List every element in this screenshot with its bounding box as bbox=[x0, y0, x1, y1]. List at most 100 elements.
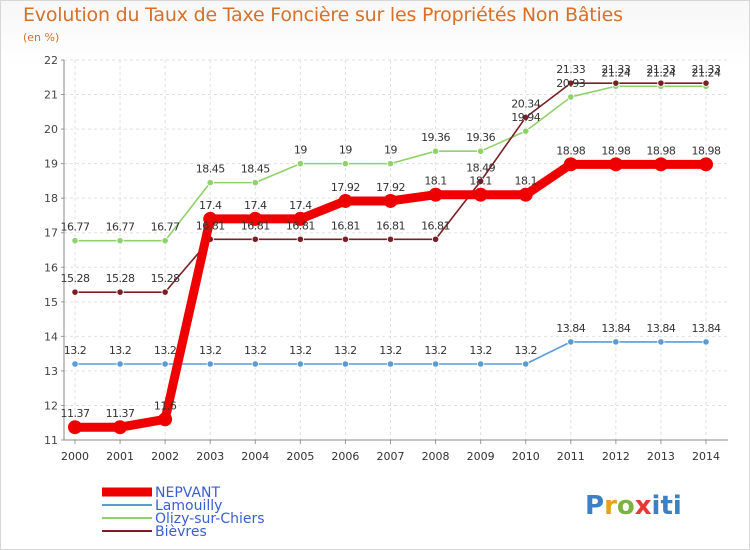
y-tick-label: 14 bbox=[44, 330, 58, 343]
data-point bbox=[612, 338, 620, 346]
data-point bbox=[608, 157, 623, 172]
data-label: 13.84 bbox=[601, 322, 630, 335]
data-point bbox=[203, 211, 218, 226]
data-point bbox=[158, 412, 173, 427]
data-label: 16.77 bbox=[106, 221, 135, 234]
data-point bbox=[386, 160, 395, 168]
data-label: 18.45 bbox=[196, 163, 225, 176]
data-label: 13.2 bbox=[64, 344, 87, 357]
data-label: 18.45 bbox=[241, 163, 270, 176]
data-label: 18.1 bbox=[469, 175, 492, 188]
data-point bbox=[116, 288, 124, 296]
data-label: 17.4 bbox=[244, 199, 267, 212]
x-tick-label: 2007 bbox=[377, 450, 405, 463]
data-point bbox=[251, 179, 259, 187]
data-point bbox=[431, 360, 440, 368]
data-label: 11.6 bbox=[154, 399, 177, 412]
chart-title: Evolution du Taux de Taxe Foncière sur l… bbox=[23, 4, 623, 26]
data-label: 19 bbox=[294, 144, 307, 157]
data-point bbox=[699, 157, 713, 172]
data-label: 21.24 bbox=[601, 66, 630, 79]
data-label: 20.93 bbox=[556, 77, 585, 90]
data-label: 15.28 bbox=[106, 272, 135, 285]
data-point bbox=[386, 235, 395, 243]
data-point bbox=[341, 160, 350, 168]
y-tick-label: 17 bbox=[44, 227, 58, 240]
data-point bbox=[522, 127, 530, 135]
data-label: 18.98 bbox=[556, 144, 585, 157]
y-tick-label: 19 bbox=[44, 158, 58, 171]
data-label: 21.33 bbox=[601, 63, 630, 76]
data-point bbox=[567, 338, 575, 346]
data-label: 16.77 bbox=[151, 221, 180, 234]
data-point bbox=[383, 193, 398, 208]
data-label: 21.33 bbox=[646, 63, 675, 76]
data-label: 16.81 bbox=[286, 219, 315, 232]
x-tick-label: 2002 bbox=[151, 450, 179, 463]
data-point bbox=[206, 179, 214, 187]
data-label: 13.2 bbox=[334, 344, 357, 357]
data-point bbox=[341, 235, 350, 243]
data-label: 13.2 bbox=[469, 344, 492, 357]
y-tick-label: 15 bbox=[44, 296, 58, 309]
data-label: 13.2 bbox=[244, 344, 267, 357]
data-point bbox=[431, 235, 440, 243]
data-label: 16.81 bbox=[331, 219, 360, 232]
data-label: 13.2 bbox=[154, 344, 177, 357]
data-point bbox=[296, 160, 304, 168]
data-point bbox=[702, 79, 710, 87]
x-tick-label: 2010 bbox=[512, 450, 540, 463]
data-label: 13.84 bbox=[646, 322, 675, 335]
data-label: 18.98 bbox=[692, 144, 721, 157]
y-tick-label: 12 bbox=[44, 399, 58, 412]
data-point bbox=[477, 147, 485, 155]
data-point bbox=[477, 360, 485, 368]
data-label: 15.28 bbox=[151, 272, 180, 285]
y-tick-label: 21 bbox=[44, 89, 58, 102]
data-point bbox=[68, 420, 82, 435]
y-tick-label: 20 bbox=[44, 123, 58, 136]
data-label: 21.33 bbox=[692, 63, 721, 76]
data-point bbox=[473, 187, 488, 202]
data-label: 13.84 bbox=[556, 322, 585, 335]
data-label: 16.81 bbox=[196, 219, 225, 232]
data-label: 18.98 bbox=[646, 144, 675, 157]
data-point bbox=[293, 211, 308, 226]
data-label: 18.98 bbox=[601, 144, 630, 157]
data-point bbox=[657, 79, 665, 87]
data-point bbox=[161, 360, 169, 368]
data-point bbox=[71, 237, 79, 245]
data-point bbox=[702, 338, 710, 346]
data-point bbox=[71, 360, 79, 368]
proxiti-logo: Proxiti bbox=[585, 491, 682, 521]
data-point bbox=[206, 360, 214, 368]
x-tick-label: 2013 bbox=[647, 450, 675, 463]
data-label: 13.2 bbox=[514, 344, 537, 357]
data-label: 13.84 bbox=[692, 322, 721, 335]
x-tick-label: 2003 bbox=[196, 450, 224, 463]
data-label: 19 bbox=[339, 144, 352, 157]
data-label: 16.81 bbox=[376, 219, 405, 232]
unit-label: (en %) bbox=[23, 31, 60, 44]
data-label: 18.1 bbox=[514, 175, 537, 188]
data-label: 16.77 bbox=[61, 221, 90, 234]
data-label: 15.28 bbox=[61, 272, 90, 285]
data-label: 17.92 bbox=[331, 181, 360, 194]
data-label: 16.81 bbox=[241, 219, 270, 232]
x-tick-label: 2011 bbox=[557, 450, 585, 463]
x-tick-label: 2012 bbox=[602, 450, 630, 463]
data-point bbox=[116, 360, 124, 368]
data-label: 18.1 bbox=[424, 175, 447, 188]
data-label: 18.49 bbox=[466, 161, 495, 174]
y-tick-label: 13 bbox=[44, 365, 58, 378]
legend-label: NEPVANT bbox=[155, 485, 220, 501]
data-point bbox=[518, 187, 533, 202]
data-point bbox=[657, 338, 665, 346]
data-point bbox=[567, 79, 575, 87]
data-point bbox=[477, 177, 485, 185]
legend-label: Olizy-sur-Chiers bbox=[155, 511, 265, 527]
data-point bbox=[113, 420, 128, 435]
data-label: 19 bbox=[384, 144, 397, 157]
